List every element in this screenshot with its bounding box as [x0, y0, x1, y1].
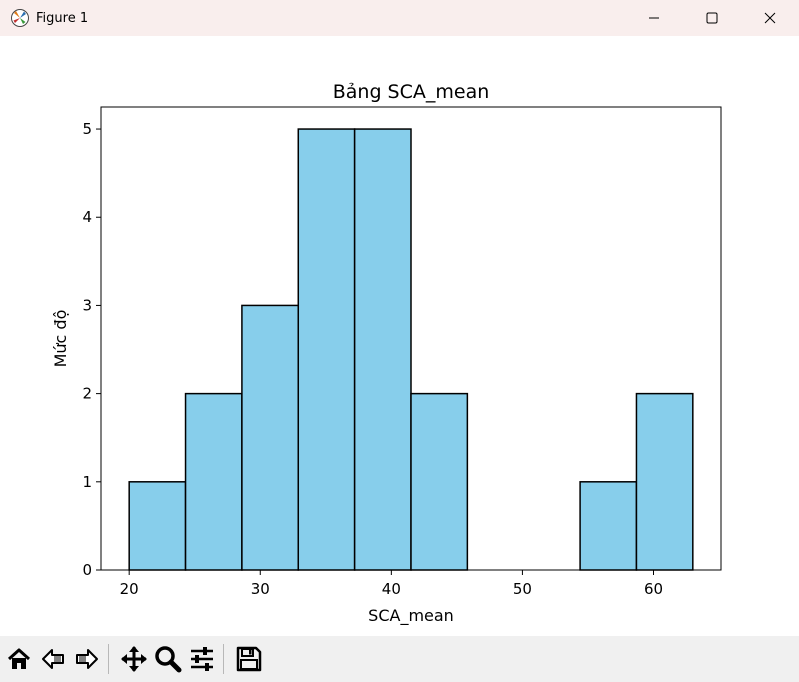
close-button[interactable] [741, 0, 799, 36]
pan-button[interactable] [119, 642, 149, 676]
y-tick-label: 1 [82, 473, 92, 491]
toolbar-separator [223, 644, 224, 674]
minimize-icon [649, 17, 659, 19]
histogram-bar [635, 392, 694, 571]
minimize-button[interactable] [625, 0, 683, 36]
x-tick-label: 50 [513, 580, 532, 598]
x-ticks: 20 30 40 50 60 [120, 570, 663, 598]
figure-canvas[interactable]: 20 30 40 50 60 0 1 2 3 4 5 Bảng SCA_mean SCA_mean… [0, 36, 799, 636]
y-axis-label: Mức độ [51, 310, 70, 368]
title-bar: Figure 1 [0, 0, 799, 36]
home-button[interactable] [4, 642, 34, 676]
y-tick-label: 0 [82, 561, 92, 579]
histogram-bar [184, 392, 243, 571]
y-tick-label: 3 [82, 296, 92, 314]
x-tick-label: 30 [251, 580, 270, 598]
window-title: Figure 1 [36, 10, 89, 26]
forward-button[interactable] [72, 642, 102, 676]
axes-frame [100, 106, 722, 571]
back-button[interactable] [38, 642, 68, 676]
y-tick-label: 2 [82, 385, 92, 403]
forward-icon [76, 649, 98, 669]
histogram-bar [410, 392, 469, 571]
x-tick-label: 40 [382, 580, 401, 598]
close-icon [764, 12, 776, 24]
home-icon [7, 648, 31, 669]
zoom-button[interactable] [153, 642, 183, 676]
x-axis-label: SCA_mean [368, 606, 454, 626]
histogram-chart: 20 30 40 50 60 0 1 2 3 4 5 Bảng SCA_mean SCA_mean… [51, 81, 722, 626]
y-ticks: 0 1 2 3 4 5 [82, 120, 101, 579]
histogram-bar [241, 304, 300, 571]
histogram-bar [579, 481, 638, 571]
toolbar-separator [108, 644, 109, 674]
maximize-icon [706, 12, 718, 24]
window-controls [625, 0, 799, 36]
maximize-button[interactable] [683, 0, 741, 36]
y-tick-label: 4 [82, 208, 92, 226]
bars-group [128, 128, 694, 571]
save-button[interactable] [234, 642, 264, 676]
histogram-bar [353, 128, 412, 571]
save-icon [236, 646, 262, 672]
pan-icon [121, 646, 147, 672]
navigation-toolbar [0, 636, 799, 682]
histogram-bar [297, 128, 356, 571]
histogram-bar [128, 481, 187, 571]
zoom-icon [155, 646, 182, 673]
matplotlib-icon [11, 9, 29, 27]
x-tick-label: 60 [644, 580, 663, 598]
x-tick-label: 20 [120, 580, 139, 598]
chart-title: Bảng SCA_mean [333, 81, 490, 103]
configure-subplots-button[interactable] [187, 642, 217, 676]
y-tick-label: 5 [82, 120, 92, 138]
configure-subplots-icon [191, 647, 213, 671]
back-icon [42, 649, 64, 669]
